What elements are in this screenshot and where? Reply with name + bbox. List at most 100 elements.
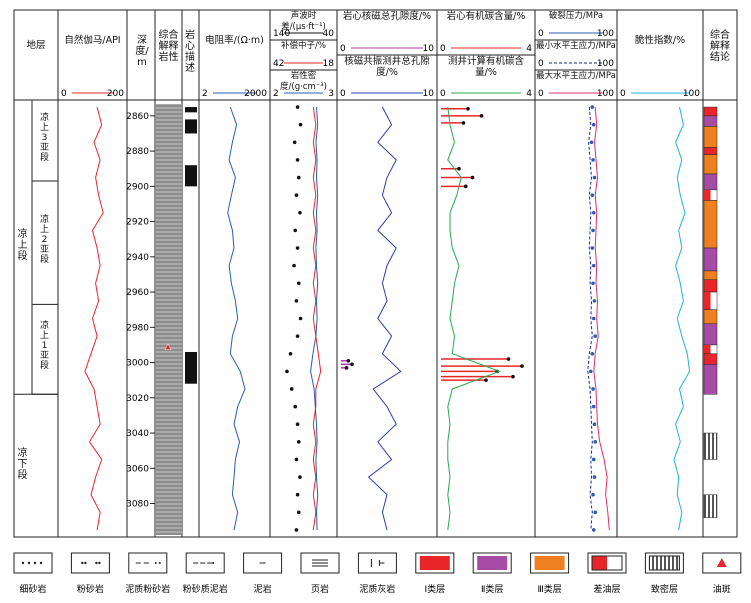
scale-max: 4 (526, 44, 532, 54)
sample-point (591, 316, 596, 321)
sample-point (591, 210, 596, 215)
scale-min: 0 (61, 89, 67, 99)
sample-point (592, 422, 597, 427)
depth-tick-label: 3060 (126, 464, 149, 474)
sample-point (289, 387, 294, 391)
sample-point (288, 351, 293, 356)
scale-min: 0 (440, 44, 446, 54)
depth-tick-label: 3080 (126, 500, 149, 510)
sample-point (591, 457, 596, 462)
sample-point (296, 281, 301, 286)
sample-point (591, 158, 595, 162)
sample-point (591, 404, 596, 409)
sample-point (285, 369, 289, 374)
legend-swatch (154, 562, 157, 564)
sample-point (295, 422, 300, 427)
depth-tick-label: 2980 (126, 323, 149, 333)
sample-point (295, 158, 300, 162)
sample-point (296, 440, 301, 444)
submember-label: 凉上1亚段 (39, 321, 49, 372)
legend-label: Ⅰ类层 (424, 583, 445, 595)
curve-name: 核磁共振测井总孔隙度/% (344, 56, 430, 78)
core-section (185, 107, 197, 113)
conclusion-interval (703, 279, 718, 293)
sample-point (506, 357, 511, 361)
sample-point (590, 193, 595, 197)
legend-swatch (27, 561, 31, 565)
legend-box (70, 552, 110, 574)
legend-swatch (591, 555, 623, 571)
sample-point (298, 122, 303, 127)
sample-point (298, 210, 302, 215)
sample-point (346, 358, 351, 363)
sample-point (344, 366, 349, 370)
legend-swatch (81, 561, 84, 565)
sample-point (591, 281, 595, 286)
scale-min: 0 (620, 89, 626, 99)
sample-point (295, 334, 300, 338)
scale-max: 40 (323, 29, 335, 39)
legend-swatch (33, 561, 37, 565)
sample-point (463, 184, 468, 189)
sample-point (593, 440, 598, 444)
legend-label: Ⅲ类层 (537, 583, 561, 595)
oil-spot (164, 343, 172, 350)
legend-label: 粉砂岩 (77, 583, 104, 595)
sample-point (295, 492, 300, 497)
scale-max: 2000 (244, 89, 267, 99)
legend-label: 致密层 (651, 583, 678, 595)
sample-point (589, 369, 593, 374)
legend-swatch (592, 556, 607, 570)
sample-point (457, 166, 461, 171)
sample-point (593, 510, 598, 515)
curve-name: 破裂压力/MPa (548, 11, 604, 21)
conclusion-half (704, 189, 711, 201)
conclusion-half (704, 344, 711, 354)
sample-point (295, 105, 300, 109)
curve-name: 补偿中子/% (281, 41, 326, 51)
depth-tick-label: 2880 (126, 147, 149, 157)
legend-label: 粉砂质泥岩 (183, 583, 228, 595)
curve-name: 电阻率/(Ω·m) (205, 35, 264, 46)
conclusion-interval (703, 353, 718, 365)
member-label: 凉下段 (17, 447, 28, 481)
lithology-fill (156, 104, 182, 535)
sample-point (296, 510, 301, 515)
log-curve (367, 106, 402, 531)
depth-tick-label: 2920 (126, 218, 149, 228)
legend-swatch (716, 558, 727, 567)
legend-swatch (158, 562, 161, 564)
submember-label: 凉上2亚段 (39, 214, 49, 265)
curve-name: 岩性密度/(g·cm⁻³) (280, 71, 327, 92)
submember-label: 凉上3亚段 (39, 112, 49, 163)
sample-point (298, 316, 303, 321)
depth-tick-label: 2900 (126, 182, 149, 192)
legend-swatch (212, 562, 215, 564)
curve-name: 自然伽马/API (64, 35, 121, 46)
sample-point (591, 528, 596, 532)
sample-point (592, 175, 597, 180)
conclusion-interval (703, 173, 718, 191)
sample-point (292, 140, 297, 145)
legend-label: 油斑 (713, 583, 731, 595)
sample-point (294, 299, 299, 303)
curve-name: 脆性指数/% (634, 35, 686, 46)
conclusion-interval (703, 106, 718, 117)
scale-max: 4 (526, 89, 532, 99)
curve-name: 声波时差/(μs·ft⁻¹) (281, 11, 326, 32)
scale-max: 200 (107, 89, 124, 99)
conclusion-half (704, 292, 711, 310)
curve-name: 最小水平主应力/MPa (536, 41, 616, 51)
scale-min: 2 (202, 89, 208, 99)
conclusion-interval (703, 154, 718, 175)
sample-point (298, 475, 302, 479)
legend-label: Ⅱ类层 (481, 583, 503, 595)
sample-point (591, 228, 595, 233)
log-curve (84, 106, 104, 531)
sample-point (591, 492, 595, 497)
core-section (185, 119, 197, 134)
sample-point (484, 378, 488, 382)
conclusion-interval (703, 364, 718, 395)
